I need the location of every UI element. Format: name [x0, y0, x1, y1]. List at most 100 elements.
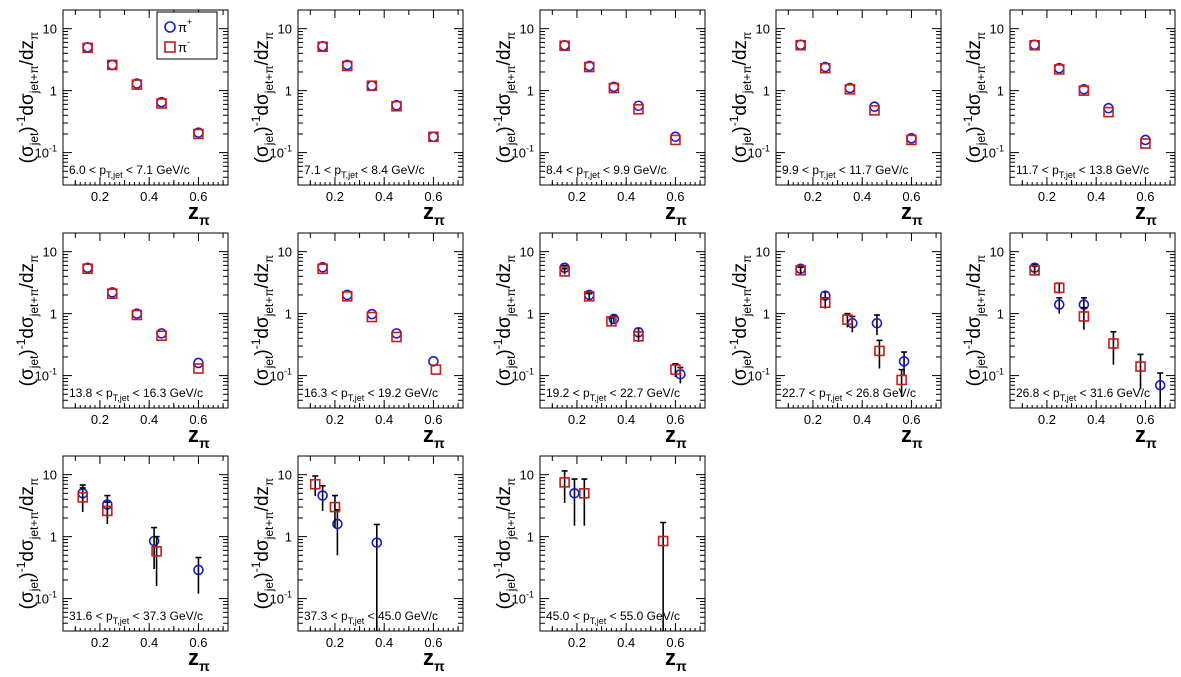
y-label-part: dσ [17, 316, 38, 339]
pt-range-high: 55.0 [620, 609, 644, 623]
y-tick-exponent: -1 [284, 367, 292, 377]
y-tick-base: 1 [527, 530, 534, 545]
pi-minus-point [583, 61, 595, 73]
y-tick-base: 1 [285, 530, 292, 545]
y-label-sub: jet+π [504, 511, 518, 540]
y-label-sub: π [974, 255, 988, 263]
y-label-sub: jet [27, 132, 41, 146]
x-axis-label-main: z [423, 422, 434, 447]
y-tick-base: 10 [43, 22, 57, 37]
pi-plus-point [1154, 379, 1166, 391]
y-tick-exponent: -1 [526, 590, 534, 600]
x-axis-label-main: z [665, 422, 676, 447]
pt-range-label: 16.3 < pT,jet < 19.2 GeV/c [304, 386, 438, 403]
y-tick-label: 10-1 [982, 144, 1004, 161]
y-label-part: dσ [730, 93, 751, 116]
pt-range-low: 45.0 [546, 609, 570, 623]
pi-minus-point [77, 492, 89, 503]
y-label-sub: π [504, 478, 518, 486]
pi-minus-point [1103, 106, 1114, 118]
pi-minus-point [583, 291, 595, 302]
pt-range-label: 6.0 < pT,jet < 7.1 GeV/c [69, 163, 190, 180]
legend-entry-name: π [178, 40, 187, 55]
y-tick-base: 1 [50, 307, 57, 322]
y-tick-label: 10 [990, 245, 1004, 260]
pt-range-unit: GeV/c [647, 386, 680, 400]
x-tick-label: 0.4 [375, 189, 393, 204]
y-label-part: (σ [964, 145, 985, 163]
y-label-sup: -1 [491, 561, 505, 572]
x-axis-label-sub: π [199, 435, 210, 451]
pt-range-sep: < [129, 386, 143, 400]
y-label-sub: jet+π [974, 288, 988, 317]
y-axis-label: (σjet)-1dσjet+π/dzπ [491, 255, 518, 387]
pi-minus-point [366, 80, 378, 92]
y-label-part: (σ [730, 368, 751, 386]
x-tick-label: 0.6 [424, 412, 442, 427]
y-label-part: /dz [252, 486, 273, 511]
pi-minus-point [608, 82, 620, 94]
pt-range-high: 11.7 [849, 163, 872, 177]
pi-minus-point [633, 331, 644, 342]
y-label-sub: π [27, 32, 41, 40]
x-tick-label: 0.2 [568, 412, 586, 427]
y-label-part: dσ [252, 539, 273, 562]
y-label-sub: jet+π [504, 288, 518, 317]
pi-minus-point [844, 84, 856, 95]
pt-range-high: 31.6 [1090, 386, 1114, 400]
y-label-part: (σ [252, 145, 273, 163]
y-tick-label: 1 [763, 307, 770, 322]
y-axis-label: (σjet)-1dσjet+π/dzπ [491, 32, 518, 164]
x-tick-label: 0.4 [1087, 189, 1105, 204]
y-label-sub: jet+π [262, 511, 276, 540]
pt-variable: p [106, 609, 113, 623]
y-label-part: (σ [494, 591, 515, 609]
pi-plus-point [366, 308, 378, 320]
x-axis-label-main: z [188, 199, 199, 224]
y-label-sub: jet [740, 132, 754, 146]
y-tick-base: 10 [512, 369, 526, 384]
y-label-sup: -1 [727, 338, 741, 349]
y-label-sup: -1 [249, 115, 263, 126]
y-label-part: ) [964, 349, 985, 355]
pi-minus-point [819, 297, 831, 309]
pt-range-sep: < [92, 609, 106, 623]
y-tick-label: 1 [527, 84, 534, 99]
x-tick-label: 0.4 [140, 412, 158, 427]
pt-range-high: 8.4 [371, 163, 388, 177]
y-tick-base: 10 [512, 146, 526, 161]
y-tick-exponent: -1 [284, 144, 292, 154]
y-tick-base: 1 [997, 307, 1004, 322]
x-tick-label: 0.4 [375, 635, 393, 650]
x-tick-label: 0.6 [424, 635, 442, 650]
y-label-part: dσ [252, 93, 273, 116]
panel-frame [62, 9, 229, 186]
pt-range-sep: < [569, 609, 583, 623]
y-tick-base: 10 [982, 146, 996, 161]
pt-range-unit: GeV/c [883, 386, 916, 400]
y-label-sub: jet [504, 132, 518, 146]
pt-range-low: 16.3 [304, 386, 328, 400]
pt-range-low: 13.8 [69, 386, 93, 400]
y-tick-label: 10 [43, 22, 57, 37]
x-axis-label: zπ [423, 199, 445, 228]
y-tick-base: 10 [756, 245, 770, 260]
pt-variable: p [334, 163, 341, 177]
panel-frame [297, 455, 464, 632]
y-label-part: ) [252, 126, 273, 132]
pt-range-label: 9.9 < pT,jet < 11.7 GeV/c [782, 163, 908, 180]
x-tick-label: 0.2 [91, 635, 109, 650]
y-label-part: (σ [17, 145, 38, 163]
legend-entry-charge: - [187, 37, 190, 47]
x-axis-label-sub: π [676, 435, 687, 451]
y-label-sub: jet+π [504, 65, 518, 94]
y-tick-exponent: -1 [49, 367, 57, 377]
pi-plus-point [193, 357, 204, 369]
y-label-sub: jet [262, 355, 276, 369]
pi-minus-point [795, 265, 806, 276]
x-axis-label-sub: π [1146, 435, 1157, 451]
y-axis-label: (σjet)-1dσjet+π/dzπ [14, 32, 41, 164]
y-tick-label: 1 [285, 307, 292, 322]
